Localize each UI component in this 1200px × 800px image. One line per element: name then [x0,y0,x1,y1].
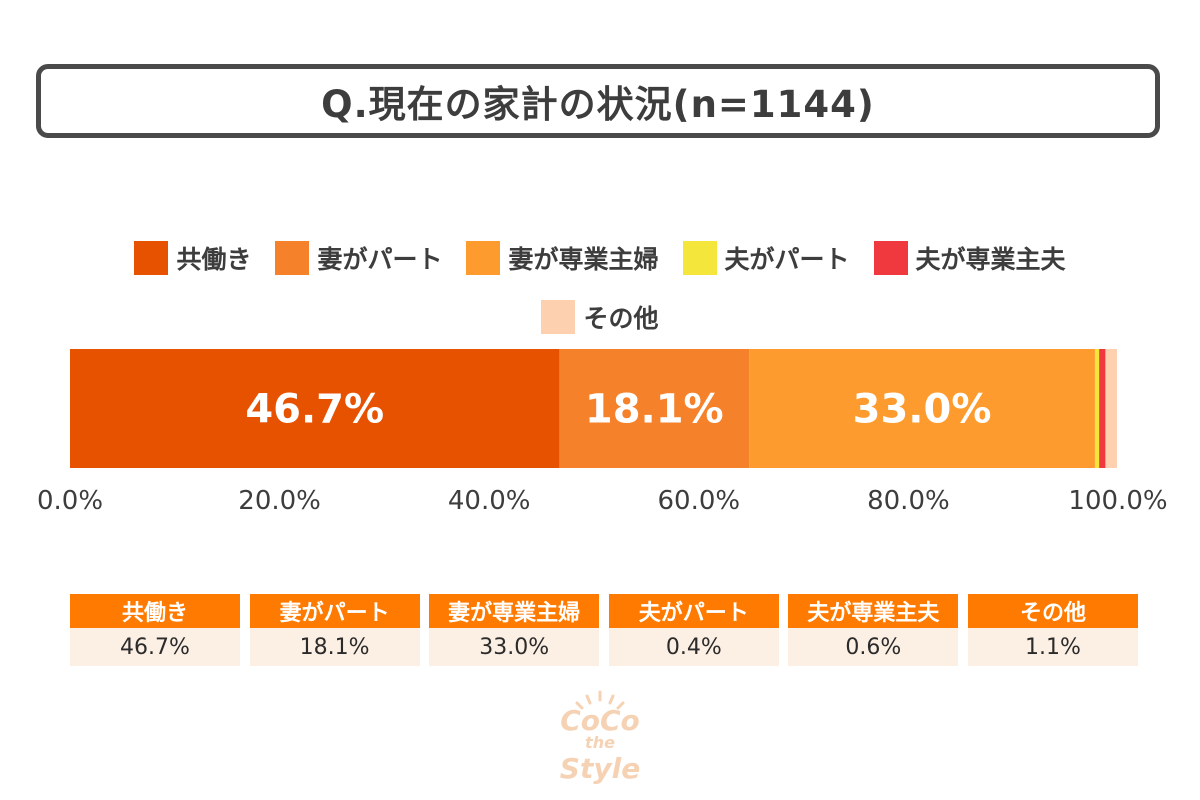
bar-data-label-0: 46.7% [245,387,384,433]
watermark-line-2: the [585,733,615,752]
legend-swatch [134,241,169,275]
bar-segment-4 [1099,349,1106,468]
legend-swatch [873,241,908,275]
table-header: 共働き [70,594,240,628]
table-column: 夫が専業主夫 0.6% [788,594,959,666]
table-value: 18.1% [249,628,420,666]
legend-item-husband-homemaker: 夫が専業主夫 [873,240,1066,276]
legend-label: その他 [583,304,659,333]
chart-title: Q.現在の家計の状況(n=1144) [321,83,875,126]
legend-item-husband-part-time: 夫がパート [682,240,850,276]
legend-row-1: 共働き 妻がパート 妻が専業主婦 夫がパート 夫が専業主夫 [0,240,1200,276]
table-column: 夫がパート 0.4% [608,594,779,666]
legend-label: 妻がパート [317,245,443,274]
table-header: 妻がパート [249,594,420,628]
x-axis-ticks: 0.0% 20.0% 40.0% 60.0% 80.0% 100.0% [37,486,1168,516]
sun-rays-icon [575,690,625,710]
bar-segment-1 [559,349,750,468]
x-tick-label-5: 100.0% [1068,486,1167,516]
table-value: 46.7% [70,628,240,666]
watermark-line-1: CoCo [560,704,640,737]
table-column: 妻がパート 18.1% [249,594,420,666]
bar-segment-0 [70,349,560,468]
table-value: 0.4% [608,628,779,666]
legend-swatch [541,300,576,334]
table-value: 1.1% [967,628,1138,666]
x-tick-label-4: 80.0% [867,486,950,516]
table-header: 妻が専業主婦 [429,594,600,628]
bar-data-label-2: 33.0% [853,387,992,433]
legend-label: 夫がパート [724,245,850,274]
bar-data-label-1: 18.1% [585,387,724,433]
bar-data-labels: 46.7% 18.1% 33.0% [245,387,991,433]
legend-label: 妻が専業主婦 [508,245,659,274]
table-column: 妻が専業主婦 33.0% [429,594,600,666]
legend-row-2: その他 [0,299,1200,335]
legend-swatch [466,241,501,275]
table-column: その他 1.1% [967,594,1138,666]
table-header: 夫がパート [608,594,779,628]
legend-swatch [275,241,310,275]
legend-item-wife-homemaker: 妻が専業主婦 [466,240,659,276]
summary-table: 共働き 46.7% 妻がパート 18.1% 妻が専業主婦 33.0% 夫がパート… [70,594,1138,666]
bar-segment-2 [749,349,1095,468]
legend-label: 夫が専業主夫 [915,245,1066,274]
table-column: 共働き 46.7% [70,594,240,666]
bar-segment-5 [1105,349,1117,468]
legend-swatch [682,241,717,275]
legend-item-wife-part-time: 妻がパート [275,240,442,276]
table-header: その他 [967,594,1138,628]
stacked-bar-chart: 46.7% 18.1% 33.0% 0.0% 20.0% 40.0% 60.0% 80.0%… [37,349,1168,516]
x-tick-label-1: 20.0% [238,486,321,516]
legend-item-other: その他 [541,299,659,335]
x-tick-label-0: 0.0% [37,486,103,516]
watermark-line-3: Style [560,752,640,785]
title-box: Q.現在の家計の状況(n=1144) [36,64,1160,138]
legend-item-kyobataraki: 共働き [134,240,251,276]
bar-segments [70,349,1117,468]
x-tick-label-3: 60.0% [657,486,740,516]
bar-segment-3 [1094,349,1100,468]
legend-label: 共働き [176,245,252,274]
table-header: 夫が専業主夫 [788,594,959,628]
table-value: 0.6% [788,628,959,666]
coco-the-style-logo: CoCo the Style [560,690,640,785]
x-tick-label-2: 40.0% [448,486,531,516]
table-value: 33.0% [429,628,600,666]
